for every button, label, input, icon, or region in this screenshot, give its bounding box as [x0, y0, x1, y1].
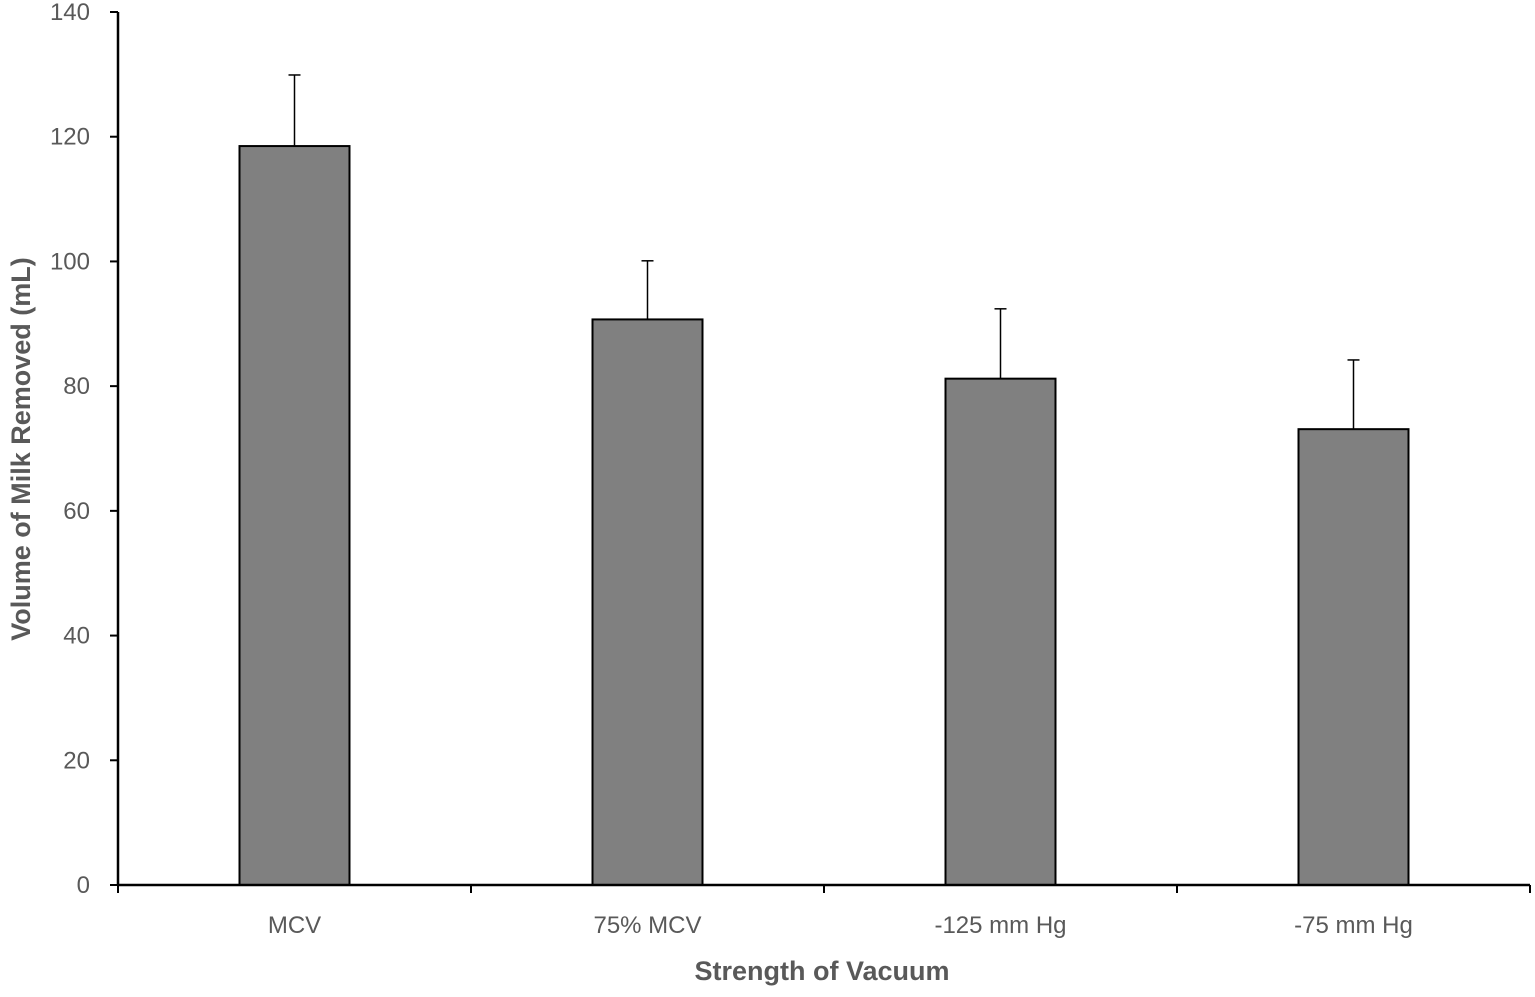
bar — [944, 377, 1057, 886]
y-tick-label: 40 — [63, 623, 90, 650]
error-bars-layer — [288, 74, 1360, 430]
y-axis-title: Volume of Milk Removed (mL) — [6, 257, 36, 641]
x-category-label: -75 mm Hg — [1294, 912, 1413, 939]
bar — [238, 145, 351, 886]
bar — [591, 318, 704, 886]
x-category-label: 75% MCV — [593, 912, 701, 939]
x-ticks-layer: MCV 75% MCV -125 mm Hg -75 mm Hg — [117, 885, 1531, 939]
y-ticks-layer: 0 20 40 60 80 100 120 140 — [50, 0, 118, 899]
bar — [1297, 428, 1410, 886]
x-category-label: MCV — [268, 912, 321, 939]
y-tick-label: 0 — [77, 872, 90, 899]
bars-layer — [238, 145, 1410, 886]
y-tick-label: 60 — [63, 498, 90, 525]
y-tick-label: 80 — [63, 373, 90, 400]
y-tick-label: 120 — [50, 124, 90, 151]
x-axis-title: Strength of Vacuum — [694, 956, 949, 986]
x-category-label: -125 mm Hg — [934, 912, 1066, 939]
y-tick-label: 20 — [63, 747, 90, 774]
y-tick-label: 100 — [50, 248, 90, 275]
y-tick-label: 140 — [50, 0, 90, 26]
